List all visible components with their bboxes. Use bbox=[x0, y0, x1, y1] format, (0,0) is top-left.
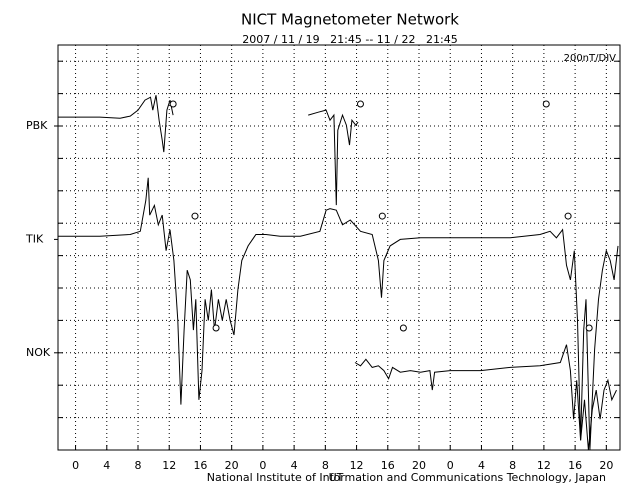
footer: National Institute of Information and Co… bbox=[207, 471, 606, 484]
marker bbox=[169, 100, 177, 108]
trace-line bbox=[58, 177, 619, 451]
marker bbox=[212, 324, 220, 332]
x-tick-label: 0 bbox=[259, 459, 266, 472]
x-tick-label: 4 bbox=[103, 459, 110, 472]
trace-line bbox=[58, 95, 359, 206]
x-tick-label: 4 bbox=[291, 459, 298, 472]
marker bbox=[191, 212, 199, 220]
marker bbox=[542, 100, 550, 108]
x-tick-label: 20 bbox=[599, 459, 613, 472]
y-tick-label: TIK bbox=[25, 232, 44, 245]
x-tick-label: 16 bbox=[568, 459, 582, 472]
x-tick-label: 16 bbox=[193, 459, 207, 472]
x-tick-label: 12 bbox=[350, 459, 364, 472]
marker bbox=[356, 100, 364, 108]
x-axis-label: UT bbox=[329, 471, 344, 484]
x-tick-label: 20 bbox=[412, 459, 426, 472]
chart-subtitle: 2007 / 11 / 19 21:45 -- 11 / 22 21:45 bbox=[242, 33, 457, 46]
x-tick-label: 12 bbox=[537, 459, 551, 472]
trace-line bbox=[354, 344, 617, 451]
x-tick-label: 12 bbox=[162, 459, 176, 472]
marker bbox=[585, 324, 593, 332]
x-tick-label: 8 bbox=[509, 459, 516, 472]
x-tick-label: 4 bbox=[478, 459, 485, 472]
chart-title: NICT Magnetometer Network bbox=[241, 11, 459, 29]
y-tick-label: PBK bbox=[26, 119, 48, 132]
x-tick-label: 8 bbox=[135, 459, 142, 472]
scale-note: 200nT/DIV bbox=[564, 53, 617, 64]
marker bbox=[378, 212, 386, 220]
plot-frame bbox=[57, 44, 621, 451]
x-tick-label: 16 bbox=[381, 459, 395, 472]
x-tick-label: 0 bbox=[72, 459, 79, 472]
x-tick-label: 0 bbox=[447, 459, 454, 472]
x-tick-label: 8 bbox=[322, 459, 329, 472]
y-tick-label: NOK bbox=[26, 346, 51, 359]
x-tick-label: 20 bbox=[225, 459, 239, 472]
marker bbox=[564, 212, 572, 220]
marker bbox=[399, 324, 407, 332]
